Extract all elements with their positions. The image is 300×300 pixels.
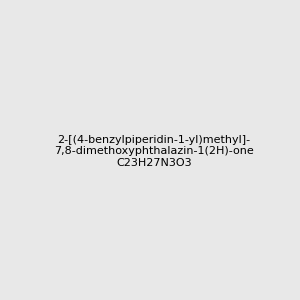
Text: 2-[(4-benzylpiperidin-1-yl)methyl]-
7,8-dimethoxyphthalazin-1(2H)-one
C23H27N3O3: 2-[(4-benzylpiperidin-1-yl)methyl]- 7,8-… bbox=[54, 135, 254, 168]
